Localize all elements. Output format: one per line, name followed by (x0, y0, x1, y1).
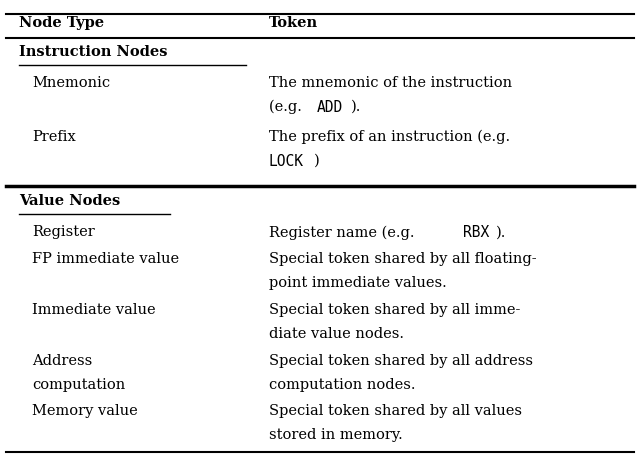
Text: Special token shared by all floating-: Special token shared by all floating- (269, 252, 536, 266)
Text: point immediate values.: point immediate values. (269, 276, 447, 290)
Text: Register: Register (32, 225, 95, 239)
Text: diate value nodes.: diate value nodes. (269, 327, 404, 341)
Text: Address: Address (32, 354, 92, 367)
Text: Special token shared by all imme-: Special token shared by all imme- (269, 303, 520, 317)
Text: ).: ). (351, 100, 362, 114)
Text: Instruction Nodes: Instruction Nodes (19, 45, 168, 59)
Text: Special token shared by all address: Special token shared by all address (269, 354, 532, 367)
Text: ).: ). (497, 225, 507, 239)
Text: computation nodes.: computation nodes. (269, 378, 415, 391)
Text: Mnemonic: Mnemonic (32, 76, 110, 90)
Text: LOCK: LOCK (269, 154, 304, 169)
Text: Value Nodes: Value Nodes (19, 194, 120, 208)
Text: FP immediate value: FP immediate value (32, 252, 179, 266)
Text: ): ) (314, 154, 320, 167)
Text: Immediate value: Immediate value (32, 303, 156, 317)
Text: Memory value: Memory value (32, 404, 138, 418)
Text: computation: computation (32, 378, 125, 391)
Text: Register name (e.g.: Register name (e.g. (269, 225, 419, 240)
Text: Token: Token (269, 16, 318, 30)
Text: The prefix of an instruction (e.g.: The prefix of an instruction (e.g. (269, 130, 510, 144)
Text: RBX: RBX (463, 225, 489, 241)
Text: Prefix: Prefix (32, 130, 76, 143)
Text: ADD: ADD (317, 100, 344, 115)
Text: stored in memory.: stored in memory. (269, 428, 403, 442)
Text: Node Type: Node Type (19, 16, 104, 30)
Text: (e.g.: (e.g. (269, 100, 307, 114)
Text: Special token shared by all values: Special token shared by all values (269, 404, 522, 418)
Text: The mnemonic of the instruction: The mnemonic of the instruction (269, 76, 512, 90)
